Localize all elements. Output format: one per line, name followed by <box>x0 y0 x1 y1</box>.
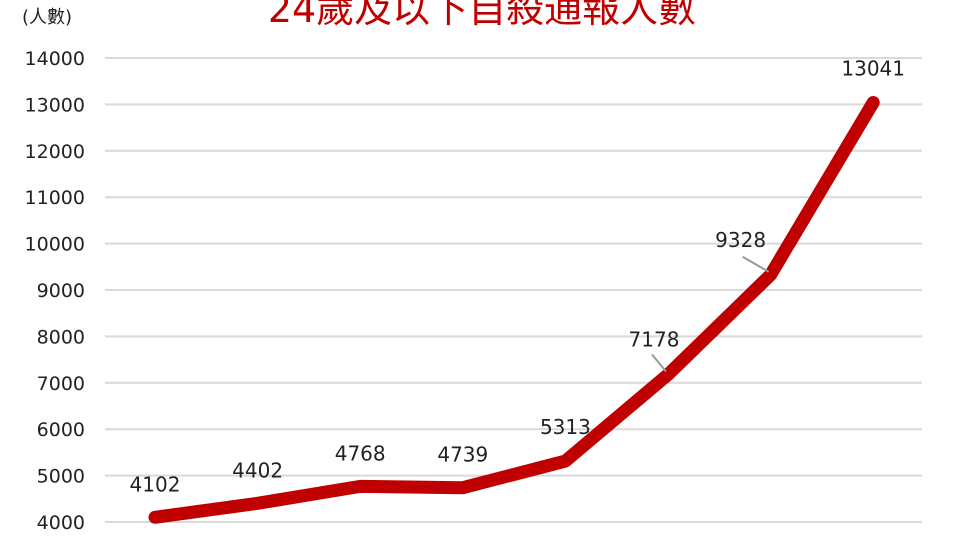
y-tick-label: 10000 <box>25 234 85 256</box>
data-point <box>154 516 156 519</box>
data-label: 4768 <box>335 441 386 465</box>
chart-title: 24歲及以下自殺通報人數 <box>267 0 697 31</box>
data-label: 4102 <box>130 472 181 496</box>
y-tick-label: 13000 <box>25 94 85 116</box>
data-point <box>564 460 567 463</box>
y-tick-label: 5000 <box>37 466 85 488</box>
leader-line <box>651 353 667 373</box>
data-point <box>359 485 362 488</box>
data-point <box>461 486 464 489</box>
data-label: 9328 <box>715 228 766 252</box>
data-point <box>769 273 772 276</box>
series-line <box>148 95 880 524</box>
data-label: 4402 <box>232 458 283 482</box>
y-tick-label: 12000 <box>25 141 85 163</box>
data-point <box>872 101 875 104</box>
data-label: 5313 <box>540 415 591 439</box>
y-tick-label: 11000 <box>25 187 85 209</box>
y-tick-label: 4000 <box>37 512 85 534</box>
y-tick-label: 14000 <box>25 48 85 70</box>
data-point <box>667 373 669 376</box>
leader-line <box>742 255 770 273</box>
data-point <box>256 502 259 505</box>
y-tick-label: 9000 <box>37 280 85 302</box>
data-label: 4739 <box>437 443 488 467</box>
data-label: 7178 <box>629 328 680 352</box>
y-tick-label: 6000 <box>37 419 85 441</box>
data-label: 13041 <box>841 56 905 80</box>
y-axis-label: (人數) <box>22 7 73 28</box>
y-tick-label: 8000 <box>37 326 85 348</box>
y-tick-label: 7000 <box>37 373 85 395</box>
